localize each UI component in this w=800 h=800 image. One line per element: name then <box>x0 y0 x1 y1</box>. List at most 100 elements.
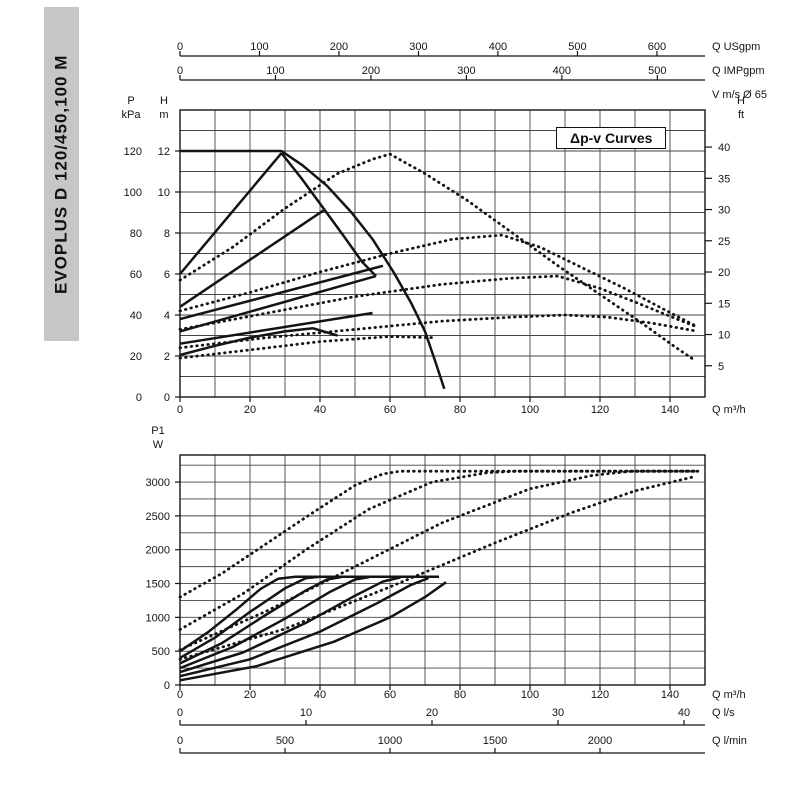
bottom-axis-title: Q l/s <box>712 707 735 719</box>
tick-label: 0 <box>164 680 170 692</box>
head-dpv-set-1 <box>179 152 283 275</box>
power-p1-parallel-2 <box>178 469 700 631</box>
tick-label: 100 <box>124 187 142 199</box>
tick-label: 20 <box>244 689 256 701</box>
y-axis-title-kpa: kPa <box>122 109 142 121</box>
tick-label: 500 <box>648 65 666 77</box>
tick-label: 2 <box>164 351 170 363</box>
head-min-speed-curve <box>179 327 338 357</box>
bottom-axis-title: Q l/min <box>712 735 747 747</box>
top-axis-title: Q USgpm <box>712 41 760 53</box>
head-parallel-min <box>178 335 434 360</box>
tick-label: 500 <box>152 646 170 658</box>
tick-label: 40 <box>314 689 326 701</box>
tick-label: 80 <box>454 404 466 416</box>
x-axis-title: Q m³/h <box>712 404 746 416</box>
tick-label: 80 <box>454 689 466 701</box>
tick-label: 5 <box>718 361 724 373</box>
tick-label: 1000 <box>378 735 402 747</box>
tick-label: 300 <box>457 65 475 77</box>
head-max-speed-curve <box>180 149 446 390</box>
power-p1-set-7 <box>179 581 447 682</box>
tick-label: 120 <box>591 689 609 701</box>
head-series <box>178 149 700 390</box>
tick-label: 40 <box>130 310 142 322</box>
head-mid-speed-curve <box>280 152 377 277</box>
power-p1-parallel-3 <box>178 469 700 652</box>
model-banner: EVOPLUS D 120/450,100 M <box>44 7 79 341</box>
tick-label: 100 <box>250 41 268 53</box>
tick-label: 35 <box>718 173 730 185</box>
tick-label: 100 <box>521 689 539 701</box>
tick-label: 40 <box>314 404 326 416</box>
head-dpv-set-3 <box>179 264 384 321</box>
tick-label: 0 <box>164 392 170 404</box>
y-axis-title-ft: H <box>737 95 745 107</box>
tick-label: 8 <box>164 228 170 240</box>
power-p1-set-1 <box>179 575 439 653</box>
tick-label: 600 <box>648 41 666 53</box>
top-axis-title: Q IMPgpm <box>712 65 765 77</box>
tick-label: 300 <box>409 41 427 53</box>
x-axis-title: Q m³/h <box>712 689 746 701</box>
power-p1-set-4 <box>179 575 370 670</box>
head-chart: 0 20 40 60 80 100 120 140 Q m³/h0246810120204060… <box>122 41 768 416</box>
y-axis-title-p1: W <box>153 439 164 451</box>
tick-label: 40 <box>678 707 690 719</box>
top-axis-title: V m/s Ø 65 <box>712 89 767 101</box>
tick-label: 80 <box>130 228 142 240</box>
tick-label: 20 <box>130 351 142 363</box>
tick-label: 60 <box>384 404 396 416</box>
power-p1-parallel-4 <box>178 475 696 661</box>
power-p1-set-3 <box>179 575 342 665</box>
tick-label: 20 <box>426 707 438 719</box>
tick-label: 3000 <box>146 477 170 489</box>
tick-label: 0 <box>177 707 183 719</box>
tick-label: 20 <box>244 404 256 416</box>
tick-label: 200 <box>330 41 348 53</box>
head-parallel-2 <box>178 233 696 327</box>
tick-label: 200 <box>362 65 380 77</box>
tick-label: 30 <box>718 205 730 217</box>
power-p1-parallel-1 <box>178 469 700 599</box>
tick-label: 120 <box>124 146 142 158</box>
tick-label: 400 <box>553 65 571 77</box>
tick-label: 60 <box>384 689 396 701</box>
tick-label: 100 <box>521 404 539 416</box>
tick-label: 140 <box>661 404 679 416</box>
tick-label: 2000 <box>588 735 612 747</box>
head-dpv-set-5 <box>179 311 373 345</box>
power-p1-set-5 <box>179 576 401 674</box>
y-axis-title-p1: P1 <box>151 425 164 437</box>
tick-label: 10 <box>300 707 312 719</box>
head-plot-border <box>179 109 706 398</box>
tick-label: 120 <box>591 404 609 416</box>
tick-label: 0 <box>177 41 183 53</box>
tick-label: 500 <box>568 41 586 53</box>
tick-label: 10 <box>718 330 730 342</box>
tick-label: 0 <box>177 65 183 77</box>
tick-label: 140 <box>661 689 679 701</box>
y-axis-title-m: m <box>159 109 168 121</box>
tick-label: 100 <box>266 65 284 77</box>
head-parallel-3 <box>178 274 700 331</box>
tick-label: 0 <box>177 735 183 747</box>
head-dpv-set-2 <box>179 209 325 308</box>
dpv-curves-label: Δp-v Curves <box>556 127 667 149</box>
y-axis-title-m: H <box>160 95 168 107</box>
power-grid <box>180 455 705 685</box>
tick-label: 1000 <box>146 612 170 624</box>
y-axis-title-ft: ft <box>738 109 744 121</box>
tick-label: 25 <box>718 236 730 248</box>
tick-label: 400 <box>489 41 507 53</box>
power-plot-border <box>179 454 706 686</box>
tick-label: 0 <box>177 404 183 416</box>
tick-label: 0 <box>177 689 183 701</box>
tick-label: 15 <box>718 298 730 310</box>
y-axis-title-kpa: P <box>127 95 134 107</box>
tick-label: 20 <box>718 267 730 279</box>
tick-label: 4 <box>164 310 170 322</box>
